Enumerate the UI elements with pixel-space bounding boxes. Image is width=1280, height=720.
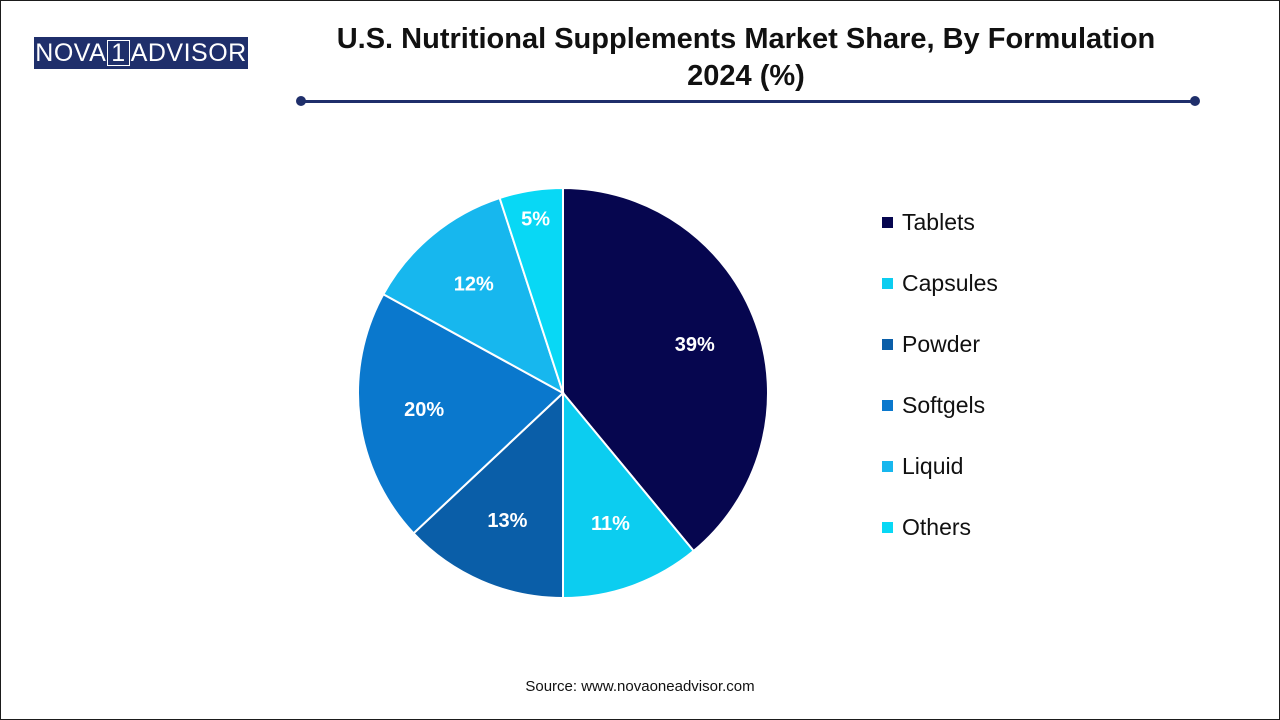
title-underline-left-dot <box>296 96 306 106</box>
logo-text-nova: NOVA <box>35 38 107 67</box>
legend-item-powder: Powder <box>882 314 980 374</box>
legend-item-tablets: Tablets <box>882 192 975 252</box>
data-label-capsules: 11% <box>591 513 630 535</box>
logo-text-one: 1 <box>107 40 130 66</box>
pie-slice-powder <box>412 390 564 600</box>
pie-slice-liquid <box>381 196 565 396</box>
legend-item-capsules: Capsules <box>882 253 998 313</box>
legend-label: Others <box>902 513 972 540</box>
source-note: Source: www.novaoneadvisor.com <box>525 678 755 695</box>
legend-label: Softgels <box>902 391 986 418</box>
legend-swatch <box>882 277 893 289</box>
data-label-softgels: 20% <box>404 399 444 421</box>
data-label-tablets: 39% <box>675 334 715 356</box>
data-label-liquid: 12% <box>454 273 494 295</box>
logo-text-advisor: ADVISOR <box>130 38 247 67</box>
legend-swatch <box>882 399 893 411</box>
legend-swatch <box>882 521 893 533</box>
chart-title-line2: 2024 (%) <box>687 60 805 92</box>
pie-slice-tablets <box>562 186 769 553</box>
legend-swatch <box>882 338 893 350</box>
chart-title: U.S. Nutritional Supplements Market Shar… <box>290 21 1202 95</box>
data-label-powder: 13% <box>487 510 527 532</box>
legend-label: Capsules <box>902 269 998 296</box>
pie-slice-softgels <box>357 292 565 535</box>
title-underline-right-dot <box>1190 96 1200 106</box>
legend-item-softgels: Softgels <box>882 375 985 435</box>
pie-slice-capsules <box>562 390 696 600</box>
title-underline <box>301 100 1195 103</box>
legend-item-others: Others <box>882 497 971 557</box>
legend-label: Tablets <box>902 208 975 235</box>
chart-title-line1: U.S. Nutritional Supplements Market Shar… <box>336 23 1156 55</box>
legend-label: Liquid <box>902 452 964 479</box>
legend-label: Powder <box>902 330 980 357</box>
data-label-others: 5% <box>521 208 550 230</box>
brand-logo: NOVA 1 ADVISOR <box>34 37 248 69</box>
legend-swatch <box>882 216 893 228</box>
legend-item-liquid: Liquid <box>882 436 963 496</box>
legend-swatch <box>882 460 893 472</box>
pie-slice-others <box>498 186 564 394</box>
